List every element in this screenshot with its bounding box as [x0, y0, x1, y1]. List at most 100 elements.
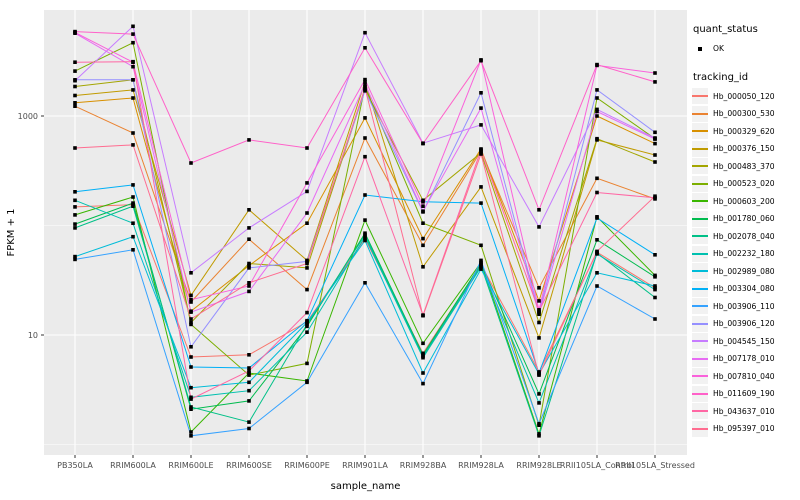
line-key-icon [692, 315, 708, 332]
data-point [653, 275, 657, 279]
line-key-icon [692, 403, 708, 420]
data-point [653, 80, 657, 84]
data-point [421, 371, 425, 375]
data-point [73, 213, 77, 217]
data-point [131, 96, 135, 100]
data-point [189, 407, 193, 411]
data-point [73, 69, 77, 73]
data-point [479, 148, 483, 152]
x-tick-label: RRIM901LA [342, 461, 388, 470]
legend-item-Hb_003304_080: Hb_003304_080 [692, 280, 798, 298]
data-point [247, 263, 251, 268]
data-point [421, 236, 425, 241]
x-tick-label: RRIM600PE [284, 461, 330, 470]
legend-item-Hb_002989_080: Hb_002989_080 [692, 263, 798, 281]
data-point [131, 183, 135, 187]
data-point [595, 252, 599, 256]
legend-item-label: Hb_043637_010 [713, 406, 775, 416]
data-point [537, 320, 541, 325]
line-key-icon [692, 105, 708, 122]
data-point [189, 300, 193, 304]
data-point [247, 426, 251, 431]
data-point [595, 238, 599, 242]
legend-item-label: Hb_000050_120 [713, 91, 775, 101]
data-point [595, 216, 599, 220]
data-point [421, 209, 425, 213]
data-point [73, 190, 77, 194]
series-color-line-icon [692, 112, 708, 115]
data-point [305, 330, 309, 334]
data-point [73, 104, 77, 108]
data-point [537, 373, 541, 377]
series-color-line-icon [692, 340, 708, 343]
line-key-icon [692, 140, 708, 157]
data-point [421, 265, 425, 269]
data-point [537, 371, 541, 375]
legend-item-Hb_000523_020: Hb_000523_020 [692, 175, 798, 193]
legend-item-label: Hb_003906_110 [713, 301, 775, 311]
data-point [595, 109, 599, 114]
series-color-line-icon [692, 235, 708, 238]
y-tick-label: 10 [28, 331, 38, 340]
data-point [131, 204, 135, 208]
data-point [421, 341, 425, 346]
data-point [189, 345, 193, 349]
legend-item-Hb_000483_370: Hb_000483_370 [692, 158, 798, 176]
legend-title-tracking-id: tracking_id [693, 71, 749, 83]
line-key-icon [692, 333, 708, 350]
x-axis-title: sample_name [331, 481, 401, 492]
line-key-icon [692, 158, 708, 175]
data-point [189, 405, 193, 409]
x-tick-label: RRIM600LA [110, 461, 156, 470]
data-point [537, 434, 541, 438]
data-point [479, 91, 483, 95]
legend-item-Hb_004545_150: Hb_004545_150 [692, 333, 798, 351]
legend-item-Hb_007178_010: Hb_007178_010 [692, 350, 798, 368]
legend-item-Hb_001780_060: Hb_001780_060 [692, 210, 798, 228]
line-key-icon [692, 193, 708, 210]
data-point [653, 295, 657, 300]
data-point [131, 143, 135, 147]
x-tick-label: RRII105LA_Stressed [615, 461, 695, 470]
data-point [363, 234, 367, 239]
data-point [131, 234, 135, 239]
data-point [479, 243, 483, 248]
data-point [363, 116, 367, 120]
data-point [479, 265, 483, 269]
data-point [537, 401, 541, 405]
data-point [363, 89, 367, 93]
data-point [653, 287, 657, 292]
data-point [363, 193, 367, 197]
data-point [73, 29, 77, 34]
data-point [537, 208, 541, 212]
data-point [247, 353, 251, 357]
data-point [73, 93, 77, 98]
line-key-icon [692, 280, 708, 297]
data-point [247, 399, 251, 403]
line-key-icon [692, 228, 708, 245]
legend-item-Hb_000050_120: Hb_000050_120 [692, 88, 798, 106]
data-point [595, 136, 599, 141]
legend-item-Hb_095397_010: Hb_095397_010 [692, 420, 798, 438]
data-point [305, 287, 309, 292]
data-point [595, 62, 599, 67]
data-point [595, 190, 599, 195]
data-point [73, 222, 77, 226]
series-color-line-icon [692, 287, 708, 290]
legend-title-quant-status: quant_status [693, 24, 758, 35]
x-tick-label: RRIM600SE [226, 461, 272, 470]
data-point [537, 312, 541, 316]
line-key-icon [692, 88, 708, 105]
data-point [189, 293, 193, 298]
data-point [363, 281, 367, 285]
data-point [247, 208, 251, 212]
line-key-icon [692, 385, 708, 402]
legend-item-label: Hb_003906_120 [713, 319, 775, 329]
data-point [653, 141, 657, 146]
data-point [537, 421, 541, 426]
data-point [189, 365, 193, 369]
series-color-line-icon [692, 410, 708, 413]
legend-item-label: Hb_000523_020 [713, 179, 775, 189]
legend-item-Hb_007810_040: Hb_007810_040 [692, 368, 798, 386]
data-point [421, 355, 425, 360]
